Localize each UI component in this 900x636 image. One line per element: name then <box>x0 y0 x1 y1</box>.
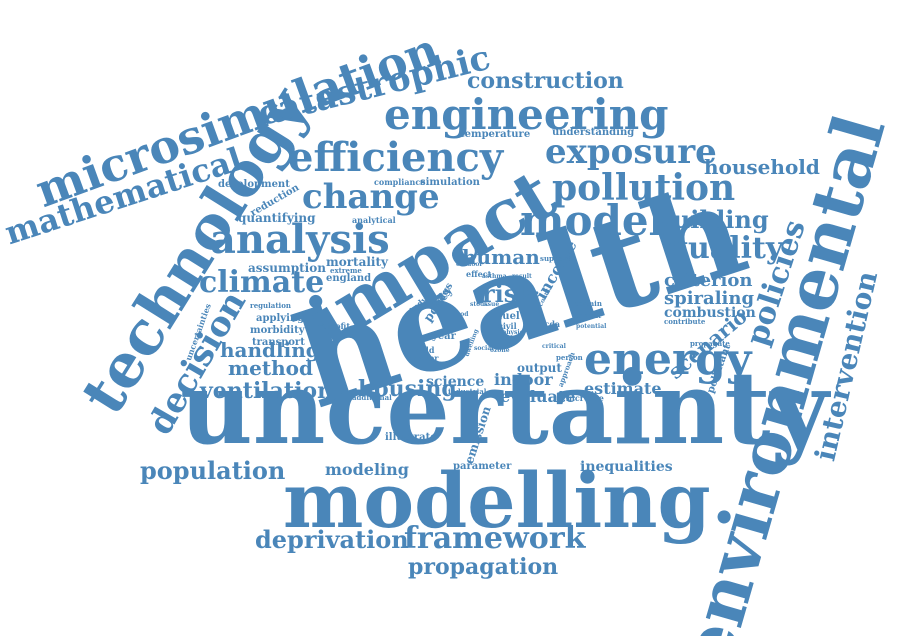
word-propagate: propagate <box>690 340 730 347</box>
word-potential: potential <box>576 324 606 330</box>
word-quantifying: quantifying <box>238 212 316 224</box>
word-simulation: simulation <box>420 178 480 188</box>
word-inequalities: inequalities <box>580 460 673 474</box>
word-outdoor: outdoor <box>456 262 483 268</box>
word-retrofit: retrofit <box>318 322 350 330</box>
word-morbidity: morbidity <box>250 326 305 336</box>
word-modeling: modeling <box>325 462 409 478</box>
word-result: result <box>512 274 532 280</box>
word-evaluate: evaluate <box>500 389 576 405</box>
word-propagation: propagation <box>408 556 558 578</box>
word-ozone: ozone <box>490 348 510 354</box>
word-issue: issue <box>482 302 499 308</box>
word-applying: applying <box>256 314 304 324</box>
word-quality: quality <box>667 234 783 264</box>
word-development: development <box>218 180 290 190</box>
word-mold: mold <box>412 346 434 354</box>
word-mcda: mcda <box>536 320 560 328</box>
word-regulation: regulation <box>250 302 291 309</box>
word-industrial: industrial <box>448 388 486 395</box>
word-ventilation: ventilation <box>200 380 333 402</box>
word-contribute: contribute <box>664 318 705 325</box>
word-understanding: understanding <box>552 128 634 138</box>
word-compliance: compliance <box>374 178 425 186</box>
word-physio: physio <box>502 330 524 336</box>
word-analytical: analytical <box>352 216 396 224</box>
word-maker: maker <box>410 354 439 362</box>
word-asthma: asthma <box>482 274 507 280</box>
word-analysis: analysis <box>210 220 390 260</box>
word-temperature: temperature <box>460 130 530 140</box>
word-population: population <box>140 459 285 483</box>
word-increase: increase <box>566 394 604 402</box>
word-england: england <box>326 274 371 284</box>
word-building: building <box>656 208 769 232</box>
word-benefit: benefit <box>574 312 601 319</box>
word-construction: construction <box>467 70 624 92</box>
word-exposure: exposure <box>545 135 717 169</box>
word-paper: paper <box>502 336 521 342</box>
word-additional: additional <box>352 394 392 401</box>
word-assumption: assumption <box>248 262 326 274</box>
word-critical: critical <box>542 344 566 350</box>
word-extreme: extreme <box>330 267 362 274</box>
word-illustrate: illustrate <box>385 433 437 443</box>
word-parameter: parameter <box>453 462 511 472</box>
word-year: year <box>432 332 456 342</box>
word-support: support <box>540 255 570 262</box>
word-transport: transport <box>252 338 305 348</box>
word-good: good <box>452 312 468 318</box>
word-output: output <box>517 362 562 374</box>
word-efficiency: efficiency <box>288 138 503 178</box>
word-certain: certain <box>574 300 602 307</box>
word-deprivation: deprivation <box>255 528 409 552</box>
word-framework: framework <box>404 524 585 554</box>
word-household: household <box>704 157 820 177</box>
